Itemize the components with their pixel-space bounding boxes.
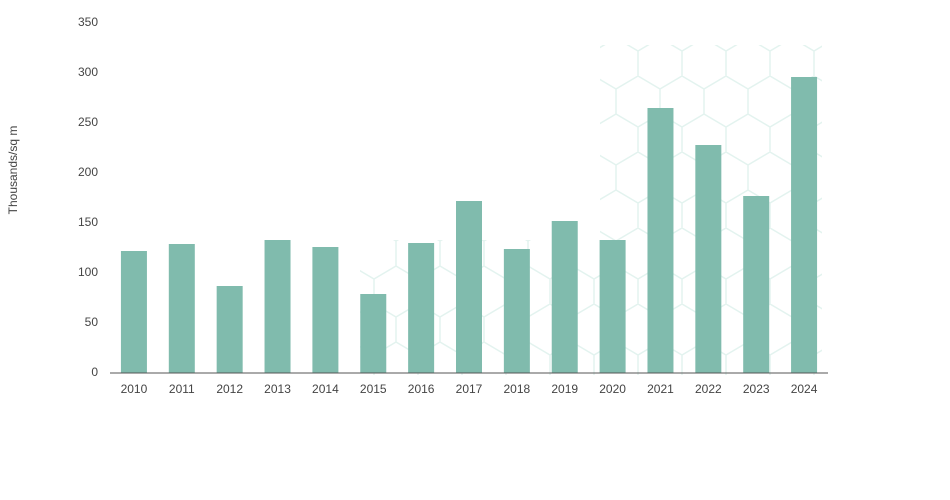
- x-tick-label: 2021: [647, 382, 674, 396]
- y-tick-label: 350: [78, 15, 98, 29]
- bar: [551, 221, 578, 373]
- y-tick-label: 150: [78, 215, 98, 229]
- x-tick-label: 2016: [408, 382, 435, 396]
- y-tick-label: 250: [78, 115, 98, 129]
- y-tick-label: 200: [78, 165, 98, 179]
- bar: [456, 201, 482, 373]
- x-tick-label: 2017: [456, 382, 483, 396]
- bar: [695, 145, 722, 373]
- x-tick-label: 2023: [743, 382, 770, 396]
- bar: [216, 286, 243, 373]
- bar: [503, 249, 530, 373]
- bar: [647, 108, 674, 373]
- x-tick-label: 2019: [551, 382, 578, 396]
- bar: [360, 294, 387, 373]
- x-tick-label: 2020: [599, 382, 626, 396]
- y-tick-label: 300: [78, 65, 98, 79]
- bar: [120, 251, 147, 373]
- bar: [264, 240, 291, 373]
- bar: [791, 77, 818, 373]
- x-tick-label: 2015: [360, 382, 387, 396]
- y-tick-label: 0: [91, 365, 98, 379]
- x-tick-label: 2010: [121, 382, 148, 396]
- x-tick-label: 2024: [791, 382, 818, 396]
- x-tick-label: 2012: [216, 382, 243, 396]
- bar: [743, 196, 770, 373]
- y-axis-label: Thousands/sq m: [6, 126, 20, 215]
- bar: [312, 247, 339, 373]
- x-tick-label: 2011: [169, 382, 195, 396]
- bar: [408, 243, 435, 373]
- bar: [168, 244, 195, 373]
- y-tick-label: 100: [78, 265, 98, 279]
- x-tick-label: 2014: [312, 382, 339, 396]
- x-tick-label: 2013: [264, 382, 291, 396]
- y-tick-label: 50: [85, 315, 99, 329]
- bar: [599, 240, 626, 373]
- x-tick-label: 2018: [504, 382, 531, 396]
- x-tick-label: 2022: [695, 382, 722, 396]
